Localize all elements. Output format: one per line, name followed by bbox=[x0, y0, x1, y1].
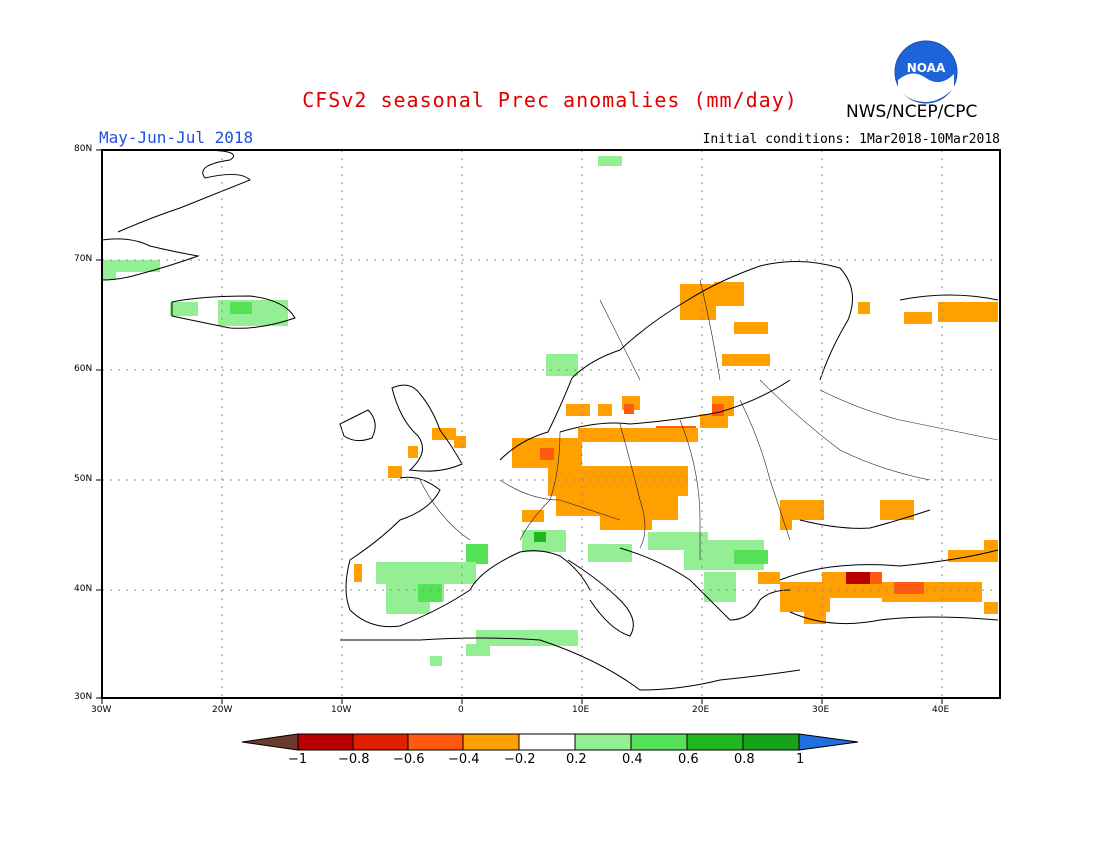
colorbar-bin bbox=[297, 733, 354, 751]
lon-label: 10E bbox=[572, 705, 590, 715]
colorbar-label: −1 bbox=[288, 752, 308, 767]
borders bbox=[419, 279, 999, 560]
lon-label: 10W bbox=[331, 705, 352, 715]
map-frame bbox=[101, 149, 1001, 699]
colorbar-bin bbox=[352, 733, 409, 751]
season-label: May-Jun-Jul 2018 bbox=[99, 128, 254, 147]
graticule bbox=[102, 150, 998, 698]
lat-label: 40N bbox=[74, 584, 93, 594]
lon-label: 30W bbox=[91, 705, 112, 715]
colorbar-bin bbox=[630, 733, 688, 751]
colorbar-bin bbox=[686, 733, 744, 751]
lat-label: 80N bbox=[74, 144, 93, 154]
map-title: CFSv2 seasonal Prec anomalies (mm/day) bbox=[302, 88, 798, 112]
lon-label: 20E bbox=[692, 705, 710, 715]
colorbar-label: 1 bbox=[796, 752, 805, 767]
colorbar-bin bbox=[462, 733, 520, 751]
colorbar-bin bbox=[407, 733, 464, 751]
coastlines bbox=[101, 149, 999, 691]
lat-label: 50N bbox=[74, 474, 93, 484]
lat-label: 30N bbox=[74, 692, 93, 702]
colorbar-label: −0.4 bbox=[448, 752, 480, 767]
lat-label: 60N bbox=[74, 364, 93, 374]
colorbar-bin bbox=[574, 733, 632, 751]
anomaly-cells bbox=[102, 156, 998, 666]
colorbar-label: 0.6 bbox=[678, 752, 699, 767]
agency-label: NWS/NCEP/CPC bbox=[846, 102, 978, 122]
colorbar-label: 0.4 bbox=[622, 752, 643, 767]
colorbar-high-arrow bbox=[798, 733, 859, 751]
initial-conditions-label: Initial conditions: 1Mar2018-10Mar2018 bbox=[702, 132, 1000, 147]
lat-label: 70N bbox=[74, 254, 93, 264]
colorbar bbox=[241, 733, 859, 751]
logo-text: NOAA bbox=[907, 61, 946, 75]
colorbar-label: 0.2 bbox=[566, 752, 587, 767]
noaa-logo-icon: NOAA bbox=[894, 40, 958, 104]
lon-label: 40E bbox=[932, 705, 950, 715]
colorbar-bin bbox=[742, 733, 800, 751]
colorbar-label: 0.8 bbox=[734, 752, 755, 767]
colorbar-bin bbox=[518, 733, 576, 751]
colorbar-label: −0.6 bbox=[393, 752, 425, 767]
colorbar-label: −0.2 bbox=[504, 752, 536, 767]
lon-label: 0 bbox=[458, 705, 464, 715]
colorbar-label: −0.8 bbox=[338, 752, 370, 767]
lon-label: 20W bbox=[212, 705, 233, 715]
lon-label: 30E bbox=[812, 705, 830, 715]
colorbar-low-arrow bbox=[241, 733, 299, 751]
